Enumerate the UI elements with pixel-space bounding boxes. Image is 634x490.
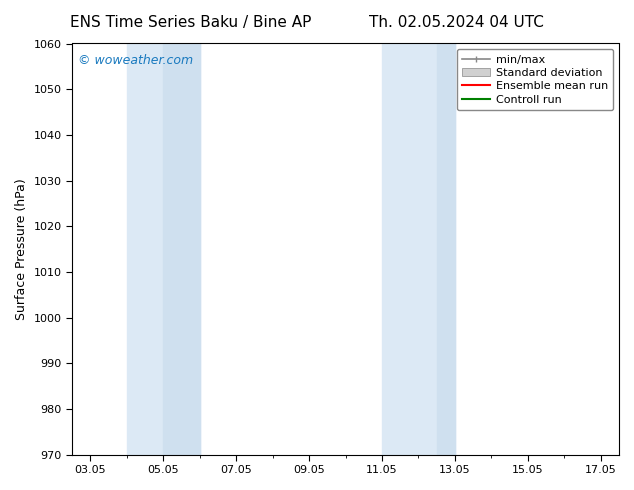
Bar (437, 44, 455, 455)
Bar (382, 44, 455, 455)
Text: Th. 02.05.2024 04 UTC: Th. 02.05.2024 04 UTC (369, 15, 544, 30)
Text: ENS Time Series Baku / Bine AP: ENS Time Series Baku / Bine AP (70, 15, 311, 30)
Bar (163, 44, 200, 455)
Y-axis label: Surface Pressure (hPa): Surface Pressure (hPa) (15, 178, 28, 320)
Text: © woweather.com: © woweather.com (77, 54, 193, 67)
Legend: min/max, Standard deviation, Ensemble mean run, Controll run: min/max, Standard deviation, Ensemble me… (456, 49, 614, 110)
Bar (127, 44, 200, 455)
